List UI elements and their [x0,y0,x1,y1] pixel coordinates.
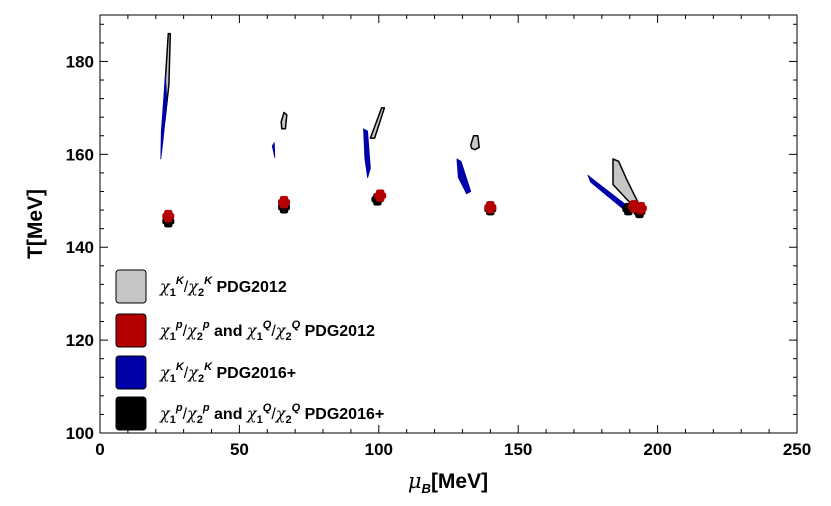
legend-swatch-grey [115,269,147,304]
x-tick-label: 100 [365,440,393,459]
point-red-cross [634,205,647,212]
region-blue [456,158,472,195]
legend-swatch-blue [115,355,147,390]
legend-label-blue: χ1K/χ2K PDG2016+ [159,361,296,385]
data-regions [160,32,641,212]
region-grey [369,107,386,139]
x-tick-label: 150 [504,440,532,459]
y-tick-label: 100 [66,424,94,443]
legend-label-grey: χ1K/χ2K PDG2012 [159,275,287,299]
region-blue [363,128,371,179]
legend-swatch-red [115,313,147,348]
x-axis-title: μB[MeV] [408,469,488,496]
y-tick-label: 160 [66,145,94,164]
region-blue [271,142,276,159]
region-blue [160,75,168,160]
x-tick-label: 0 [95,440,104,459]
region-grey [280,111,288,130]
legend-label-black: χ1p/χ2p and χ1Q/χ2Q PDG2016+ [159,402,384,426]
plot-frame [99,14,798,434]
legend-label-red: χ1p/χ2p and χ1Q/χ2Q PDG2012 [159,319,375,343]
y-axis-title: T[MeV] [24,189,47,259]
y-tick-label: 120 [66,331,94,350]
legend: χ1K/χ2K PDG2012 χ1p/χ2p and χ1Q/χ2Q PDG2… [115,269,384,431]
point-red-cross [278,199,291,206]
x-tick-label: 250 [783,440,811,459]
x-tick-label: 50 [230,440,249,459]
region-grey [470,135,480,151]
y-tick-label: 180 [66,52,94,71]
point-red-cross [162,213,175,220]
point-red-cross [484,204,497,211]
point-red-cross [374,192,387,199]
x-axis-ticks: 0 50 100 150 200 250 [95,15,811,459]
data-points [162,189,647,228]
y-axis-ticks: 100 120 140 160 180 [66,23,797,443]
y-tick-label: 140 [66,238,94,257]
legend-swatch-black [115,396,147,431]
x-tick-label: 200 [643,440,671,459]
